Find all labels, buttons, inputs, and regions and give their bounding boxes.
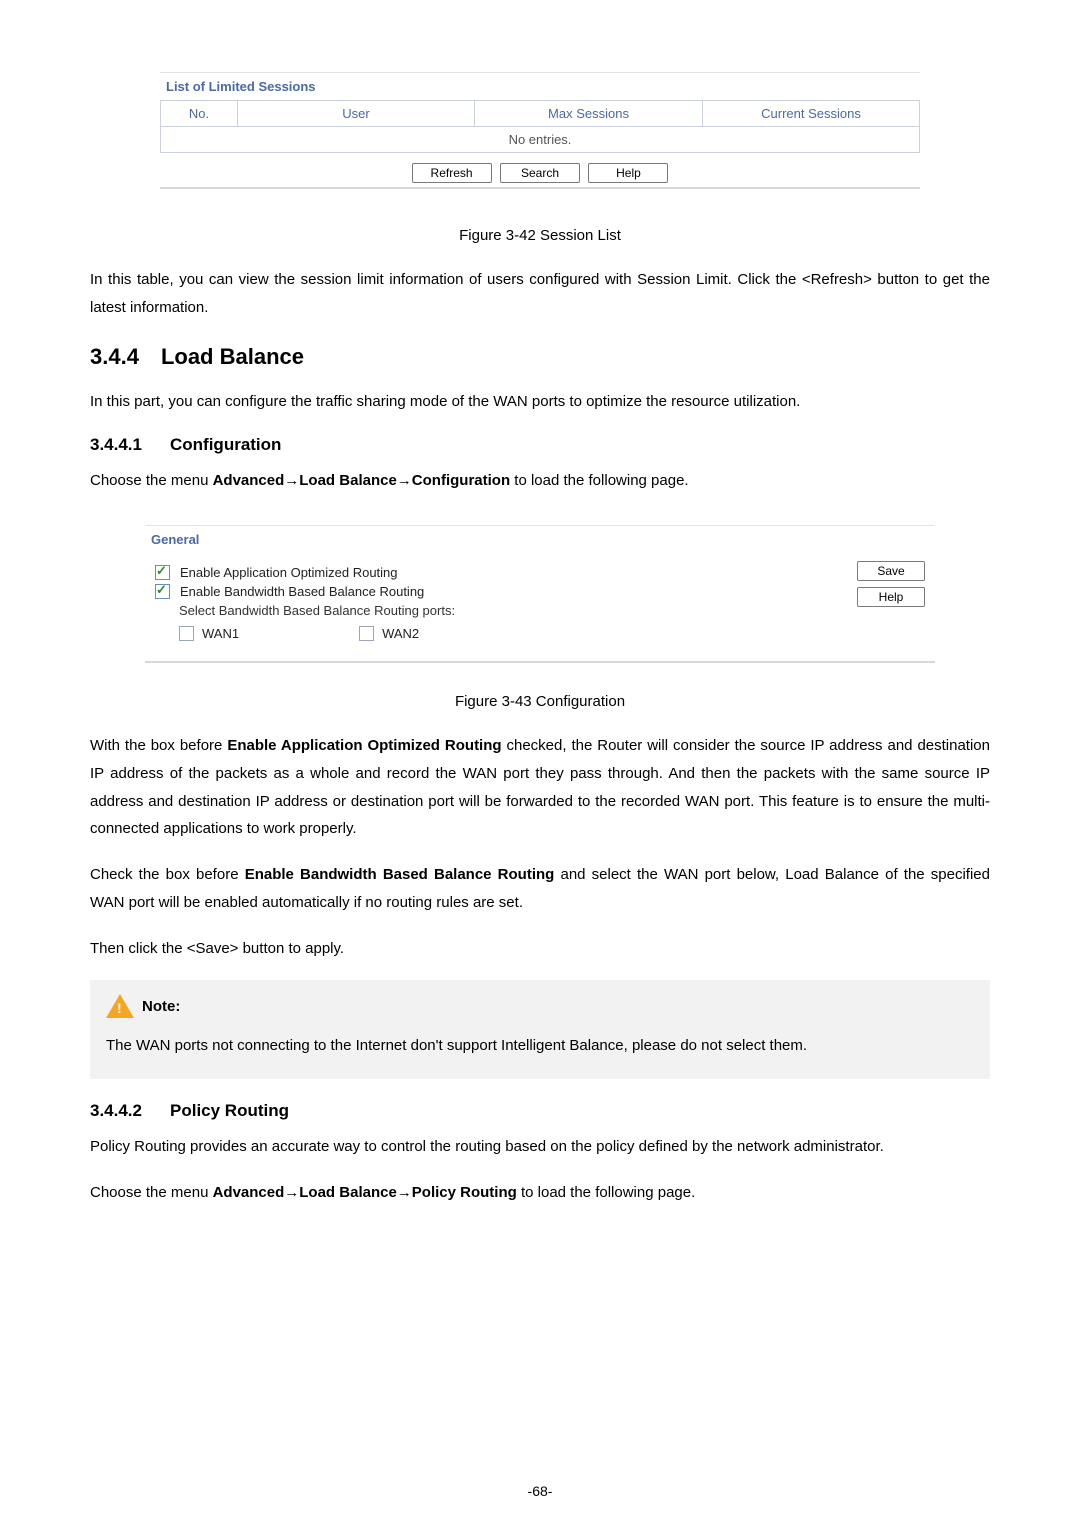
label-wan1: WAN1 [202,626,239,641]
note-box: Note: The WAN ports not connecting to th… [90,980,990,1079]
subsection-heading-1: 3.4.4.1 Configuration [90,435,990,455]
checkbox-bw-routing[interactable] [155,584,170,599]
col-max: Max Sessions [475,101,703,127]
section-heading: 3.4.4 Load Balance [90,344,990,370]
subsection-title-1: Configuration [170,435,281,454]
session-table: No. User Max Sessions Current Sessions N… [160,100,920,153]
general-figure: General Enable Application Optimized Rou… [125,513,955,683]
session-empty: No entries. [161,127,920,153]
session-list-title: List of Limited Sessions [160,73,920,100]
subsection-title-2: Policy Routing [170,1101,289,1120]
subsection-heading-2: 3.4.4.2 Policy Routing [90,1101,990,1121]
help-button-general[interactable]: Help [857,587,925,607]
note-text: The WAN ports not connecting to the Inte… [106,1032,974,1061]
warning-icon [106,994,134,1018]
checkbox-app-routing[interactable] [155,565,170,580]
page-number: -68- [0,1483,1080,1499]
paragraph-1: In this table, you can view the session … [90,266,990,322]
col-current: Current Sessions [703,101,920,127]
paragraph-3: With the box before Enable Application O… [90,732,990,843]
general-title: General [145,526,935,553]
menu-path-1: Choose the menu Advanced→Load Balance→Co… [90,467,990,495]
section-number: 3.4.4 [90,344,139,370]
checkbox-wan2[interactable] [359,626,374,641]
save-button[interactable]: Save [857,561,925,581]
menu-path-2: Choose the menu Advanced→Load Balance→Po… [90,1179,990,1207]
label-app-routing: Enable Application Optimized Routing [180,565,398,580]
paragraph-4: Check the box before Enable Bandwidth Ba… [90,861,990,917]
general-right-buttons: Save Help [857,561,925,613]
section-title: Load Balance [161,344,304,369]
paragraph-2: In this part, you can configure the traf… [90,388,990,416]
search-button[interactable]: Search [500,163,580,183]
help-button[interactable]: Help [588,163,668,183]
figure-caption-1: Figure 3-42 Session List [90,227,990,244]
checkbox-wan1[interactable] [179,626,194,641]
paragraph-5: Then click the <Save> button to apply. [90,935,990,963]
figure-caption-2: Figure 3-43 Configuration [90,693,990,710]
label-wan2: WAN2 [382,626,419,641]
session-list-figure: List of Limited Sessions No. User Max Se… [140,60,940,209]
select-ports-label: Select Bandwidth Based Balance Routing p… [155,603,833,618]
note-label: Note: [142,998,180,1015]
subsection-number-1: 3.4.4.1 [90,435,142,455]
label-bw-routing: Enable Bandwidth Based Balance Routing [180,584,424,599]
paragraph-6: Policy Routing provides an accurate way … [90,1133,990,1161]
col-no: No. [161,101,238,127]
subsection-number-2: 3.4.4.2 [90,1101,142,1121]
refresh-button[interactable]: Refresh [412,163,492,183]
col-user: User [238,101,475,127]
